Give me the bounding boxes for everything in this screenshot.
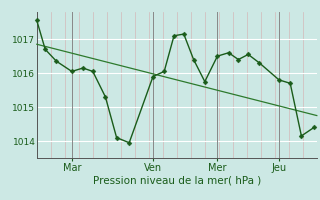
X-axis label: Pression niveau de la mer( hPa ): Pression niveau de la mer( hPa )	[93, 176, 261, 186]
